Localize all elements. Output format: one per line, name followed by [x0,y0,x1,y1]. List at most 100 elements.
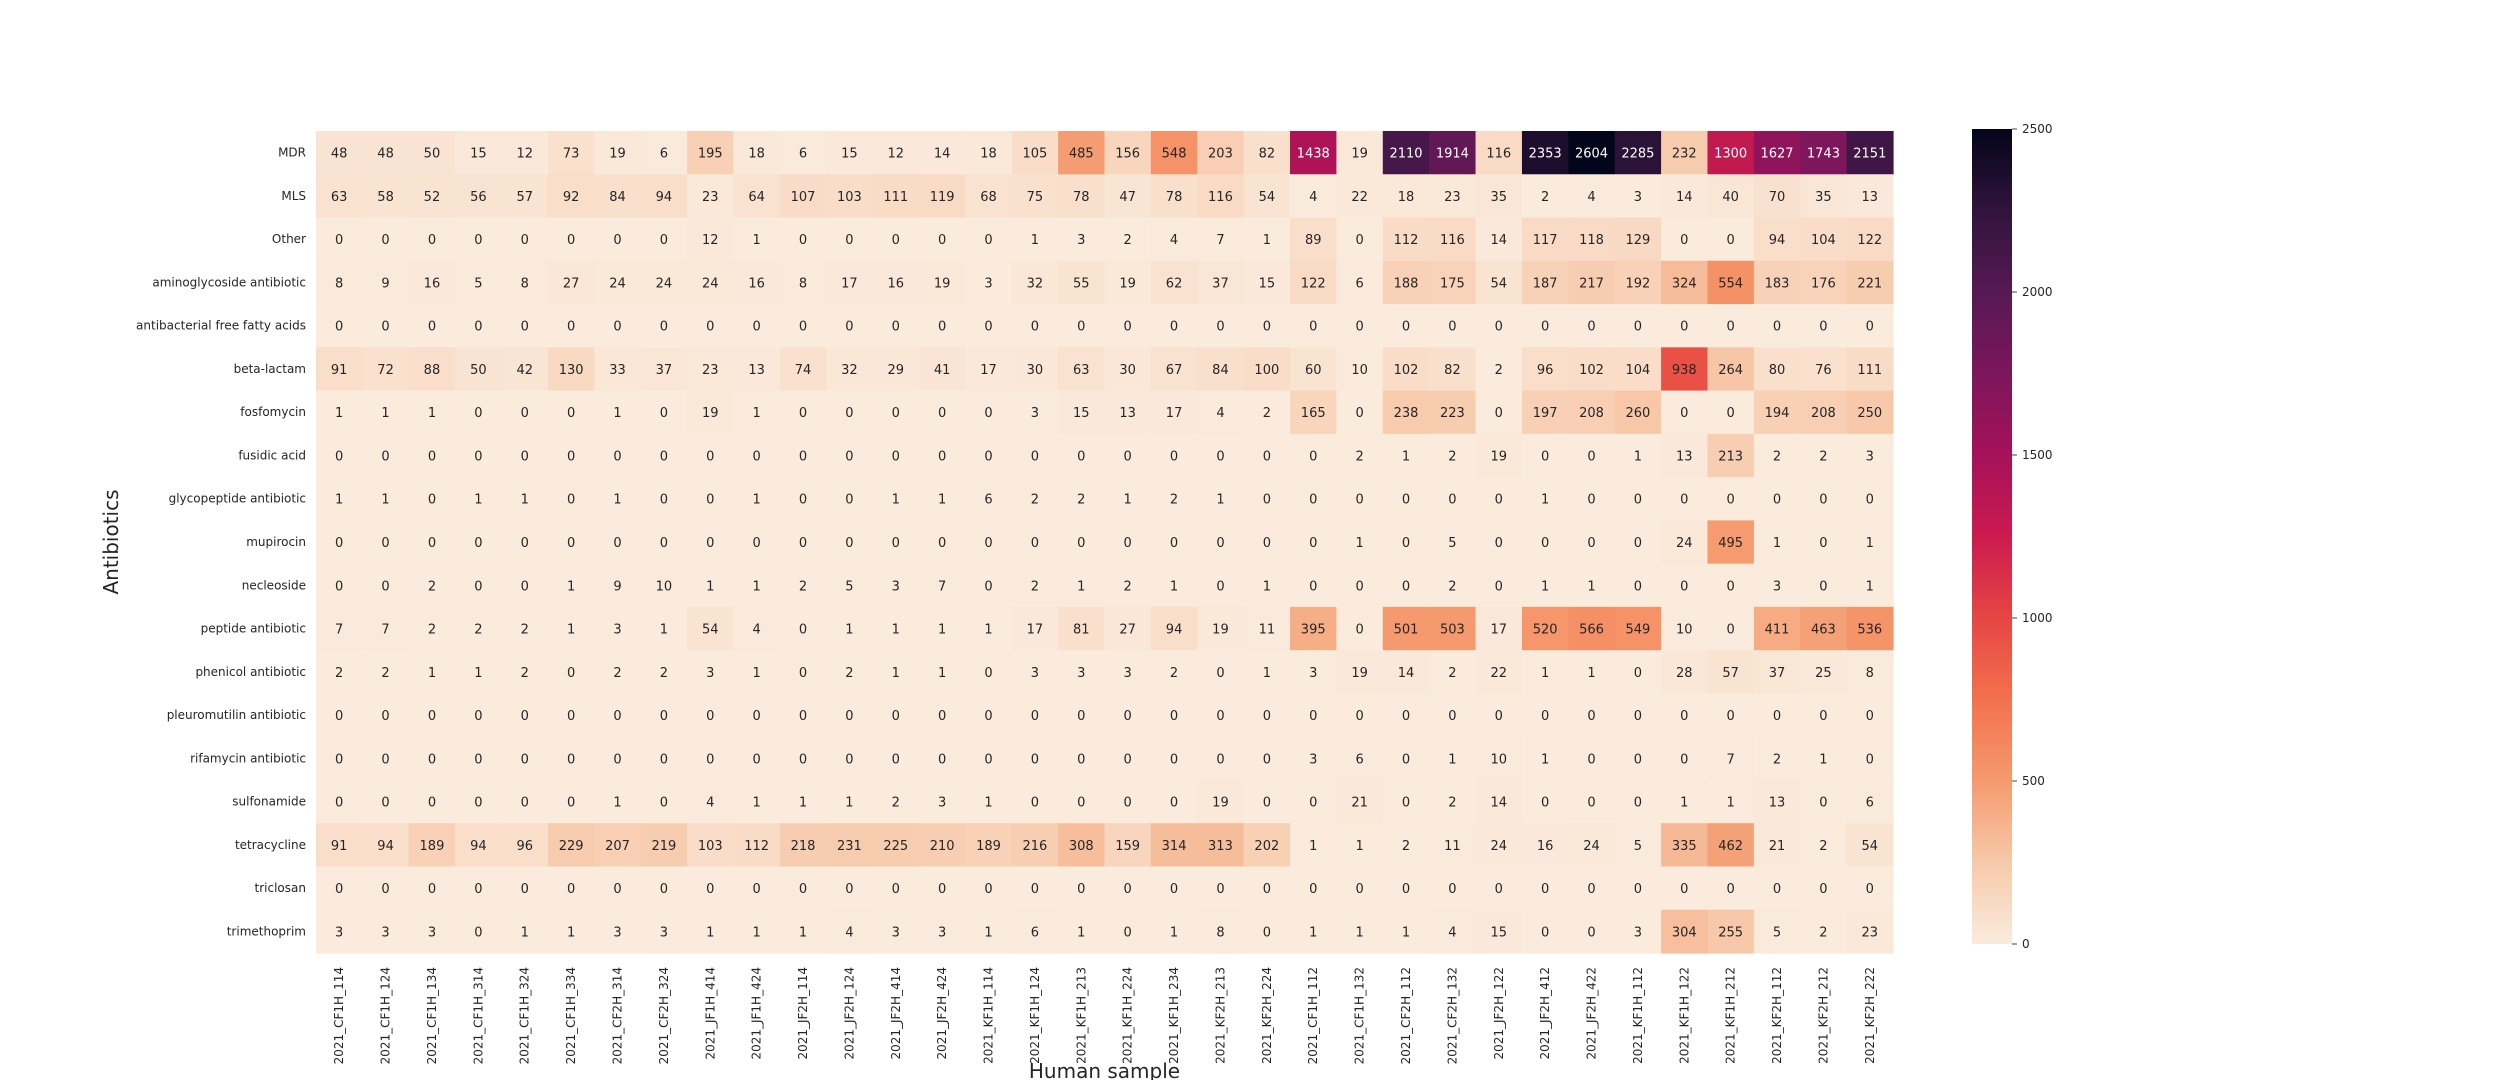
cell-value-label: 202 [1254,839,1279,854]
y-tick-label: rifamycin antibiotic [190,751,306,765]
cell-value-label: 50 [470,363,487,378]
heatmap-cell [316,693,363,738]
cell-value-label: 0 [335,320,343,335]
cell-value-label: 78 [1166,190,1183,205]
cell-value-label: 91 [331,839,348,854]
cell-value-label: 17 [1166,406,1183,421]
cell-value-label: 0 [1819,320,1827,335]
cell-value-label: 1 [845,623,853,638]
heatmap-cell [408,433,456,478]
cell-value-label: 1 [567,623,575,638]
heatmap-cell [408,304,456,348]
cell-value-label: 62 [1166,276,1183,291]
heatmap-cell [1336,866,1384,911]
cell-value-label: 0 [1819,579,1827,594]
cell-value-label: 0 [613,882,621,897]
heatmap-cell [1104,520,1152,565]
heatmap-cell [1800,606,1848,651]
heatmap-cell [547,217,595,262]
heatmap-cell [826,260,874,305]
heatmap-cell [547,606,595,651]
heatmap-cell [1150,650,1198,695]
cell-value-label: 0 [381,709,389,724]
heatmap-cell [1290,477,1338,521]
cell-value-label: 111 [1857,363,1882,378]
cell-value-label: 1300 [1714,147,1747,162]
heatmap-cell [1707,260,1755,305]
cell-value-label: 0 [428,752,436,767]
y-tick-label: trimethoprim [227,924,306,938]
cell-value-label: 72 [377,363,394,378]
heatmap-cell [1846,650,1894,695]
heatmap-cell [1521,563,1569,608]
heatmap-cell [733,390,781,435]
cell-value-label: 0 [1124,709,1132,724]
heatmap-cell [1800,866,1848,911]
heatmap-cell [1475,606,1523,651]
cell-value-label: 0 [521,579,529,594]
cell-value-label: 5 [1448,536,1456,551]
heatmap-cell [1707,650,1755,695]
heatmap-cell [1150,260,1198,305]
cell-value-label: 304 [1672,925,1697,940]
cell-value-label: 0 [1587,796,1595,811]
heatmap-cell [1475,433,1523,478]
cell-value-label: 7 [938,579,946,594]
heatmap-cell [1011,563,1059,608]
cell-value-label: 0 [1680,709,1688,724]
cell-value-label: 0 [845,882,853,897]
cell-value-label: 566 [1579,623,1604,638]
heatmap-cell [1568,693,1616,738]
heatmap-cell [826,779,874,824]
cell-value-label: 1 [428,406,436,421]
heatmap-cell [640,650,688,695]
cell-value-label: 0 [660,449,668,464]
cell-value-label: 0 [1077,752,1085,767]
heatmap-cell [1058,736,1106,781]
cell-value-label: 10 [656,579,673,594]
cell-value-label: 13 [748,363,765,378]
cell-value-label: 0 [1124,796,1132,811]
cell-value-label: 0 [1170,882,1178,897]
heatmap-cell [1661,520,1709,565]
heatmap-cell [1614,693,1662,738]
cell-value-label: 1 [1541,493,1549,508]
cell-value-label: 0 [1634,752,1642,767]
cell-value-label: 501 [1394,623,1419,638]
cell-value-label: 21 [1769,839,1786,854]
cell-value-label: 105 [1023,147,1048,162]
heatmap-cell [965,909,1013,954]
heatmap-cell [1614,174,1662,219]
heatmap-cell [1150,693,1198,738]
cell-value-label: 1 [1541,579,1549,594]
cell-value-label: 0 [335,796,343,811]
heatmap-cell [362,433,410,478]
cell-value-label: 0 [1355,709,1363,724]
heatmap-cell [1475,693,1523,738]
x-tick-label: 2021_KF1H_212 [1724,967,1738,1064]
heatmap-cell [1150,909,1198,954]
heatmap-cell [594,736,642,781]
cell-value-label: 0 [752,882,760,897]
cell-value-label: 7 [1727,752,1735,767]
cell-value-label: 9 [381,276,389,291]
cell-value-label: 2 [1448,579,1456,594]
heatmap-cell [1846,304,1894,348]
cell-value-label: 0 [892,752,900,767]
heatmap-cell [733,779,781,824]
cell-value-label: 0 [1216,449,1224,464]
cell-value-label: 19 [1490,449,1507,464]
cell-value-label: 89 [1305,233,1322,248]
cell-value-label: 0 [335,449,343,464]
heatmap-cell [1243,304,1291,348]
cell-value-label: 54 [1490,276,1507,291]
cell-value-label: 2 [660,666,668,681]
cell-value-label: 17 [980,363,997,378]
x-tick-label: 2021_CF1H_334 [564,967,578,1064]
heatmap-cell [1104,131,1152,175]
heatmap-cell [779,260,827,305]
cell-value-label: 8 [1866,666,1874,681]
heatmap-cell [594,260,642,305]
heatmap-cell [1429,779,1477,824]
cell-value-label: 0 [1866,320,1874,335]
